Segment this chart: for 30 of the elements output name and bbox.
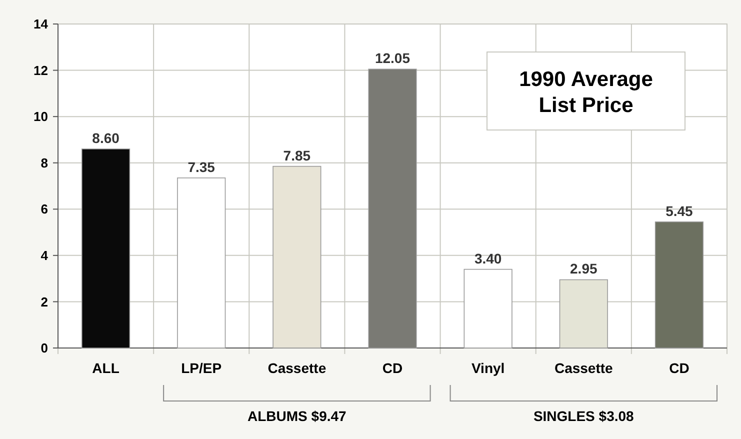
bar xyxy=(368,68,417,348)
x-tick-label: CD xyxy=(382,360,403,376)
data-label: 8.60 xyxy=(92,130,120,146)
y-tick-label: 12 xyxy=(34,62,48,78)
y-tick-label: 0 xyxy=(40,340,48,356)
bar xyxy=(272,166,322,348)
data-label: 3.40 xyxy=(474,250,502,266)
x-tick-label: Cassette xyxy=(554,360,614,376)
y-tick-label: 6 xyxy=(40,202,48,217)
x-tick-label: Vinyl xyxy=(471,360,505,376)
data-label: 7.35 xyxy=(188,158,216,175)
data-label: 5.45 xyxy=(666,202,694,219)
text: 1990 Average List Price xyxy=(519,68,653,117)
y-tick-label: 14 xyxy=(34,16,49,32)
text: ALBUMS $9.47 xyxy=(248,408,347,424)
bar xyxy=(559,279,608,348)
y-tick-label: 4 xyxy=(40,248,49,263)
x-tick-label: CD xyxy=(669,360,690,376)
x-tick-label: LP/EP xyxy=(181,360,222,376)
data-label: 7.85 xyxy=(283,147,311,164)
y-tick-label: 2 xyxy=(40,294,48,310)
bar xyxy=(654,221,704,348)
x-tick-label: Cassette xyxy=(268,360,326,376)
text: SINGLES $3.08 xyxy=(533,408,634,424)
data-label: 2.95 xyxy=(570,260,598,277)
data-label: 12.05 xyxy=(374,50,410,66)
y-tick-label: 8 xyxy=(40,155,48,170)
x-tick-label: ALL xyxy=(92,360,120,376)
y-tick-label: 10 xyxy=(34,109,48,124)
bar xyxy=(81,148,130,348)
